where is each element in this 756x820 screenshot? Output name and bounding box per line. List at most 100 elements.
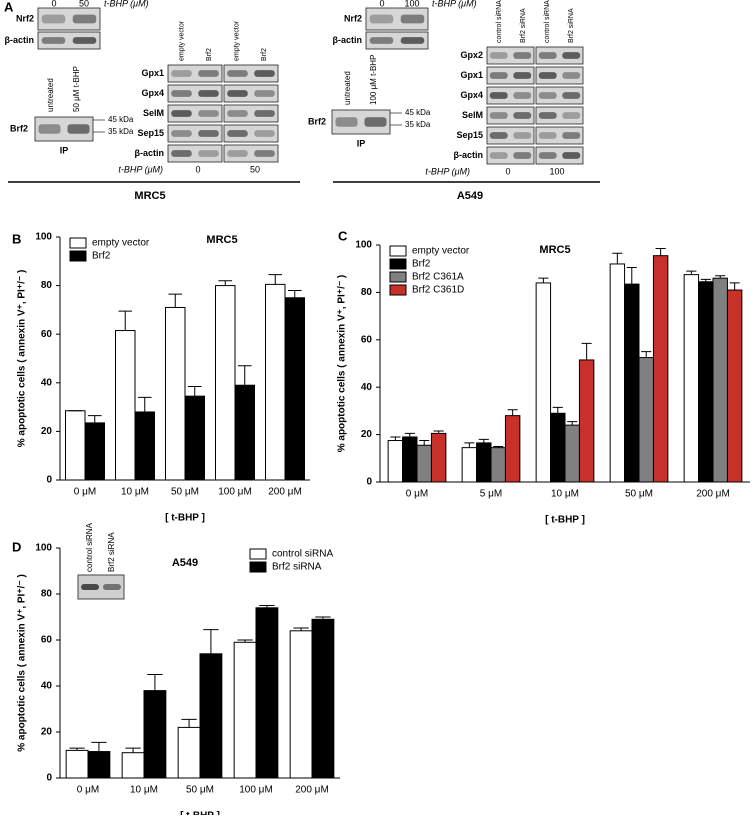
error-bar: [87, 415, 102, 423]
blot-band: [538, 132, 557, 139]
lane-label: Brf2 siRNA: [568, 8, 575, 43]
blot-band: [513, 92, 532, 99]
blot-strip: [167, 144, 223, 163]
legend-swatch: [249, 548, 267, 560]
conc-label: 0: [505, 166, 510, 176]
blot-strip: [223, 84, 279, 103]
bar: [255, 607, 279, 779]
blot-strip: [167, 64, 223, 83]
y-tick-label: 40: [41, 377, 53, 388]
blot-strip: [223, 124, 279, 143]
y-tick-label: 80: [41, 280, 53, 291]
bar: [165, 306, 186, 481]
x-tick-label: 0 μM: [77, 785, 99, 796]
blot-band: [227, 70, 248, 77]
y-tick-label: 20: [361, 429, 373, 440]
marker-label: 35 kDa: [405, 120, 431, 129]
blot-strip: [535, 86, 584, 105]
chart-title: A549: [172, 557, 198, 569]
blot-band: [198, 70, 219, 77]
unit-label: t-BHP (μM): [425, 166, 470, 176]
blot-band: [513, 52, 532, 59]
blot-band: [198, 150, 219, 157]
blot-row-label: β-actin: [5, 35, 35, 45]
bar: [564, 424, 580, 483]
blot-band: [538, 112, 557, 119]
error-bar: [237, 639, 253, 643]
y-tick-label: 60: [41, 635, 53, 646]
error-bar: [641, 351, 652, 358]
conc-label: 0: [195, 164, 200, 174]
bar: [289, 630, 313, 779]
blot-band: [254, 130, 275, 137]
bar: [65, 749, 89, 779]
error-bar: [125, 747, 141, 753]
error-bar: [168, 293, 183, 308]
x-tick-label: 10 μM: [121, 487, 149, 498]
x-tick-label: 50 μM: [625, 489, 653, 500]
error-bar: [507, 409, 518, 416]
x-axis-label: [ t-BHP ]: [165, 513, 205, 524]
blot-band: [227, 150, 248, 157]
y-tick-label: 40: [361, 382, 373, 393]
blot-band: [538, 92, 557, 99]
blot-strip: [167, 124, 223, 143]
cell-line: MRC5: [134, 190, 165, 202]
blot-band: [369, 37, 394, 44]
error-bar: [287, 289, 302, 298]
blot-band: [400, 37, 425, 44]
legend-label: Brf2: [92, 251, 111, 262]
y-tick-label: 80: [41, 589, 53, 600]
error-bar: [419, 440, 430, 446]
conc-label: 100: [549, 166, 564, 176]
blot-band: [513, 152, 532, 159]
y-tick-label: 100: [35, 232, 52, 243]
legend-label: control siRNA: [272, 549, 333, 560]
y-axis-label: % apoptotic cells ( annexin V⁺, PI⁺/⁻ ): [17, 270, 28, 448]
blot-row-label: Gpx4: [141, 88, 164, 98]
blot-strip: [535, 126, 584, 145]
blot-band: [369, 14, 394, 24]
blot-band: [67, 124, 90, 134]
blot-band: [489, 92, 508, 99]
bar: [683, 274, 700, 483]
conc-label: 50: [79, 0, 89, 8]
blot-band: [335, 117, 358, 127]
blot-strip: [486, 146, 535, 165]
bar: [65, 410, 86, 481]
blot-band: [171, 150, 192, 157]
lane-label: empty vector: [234, 20, 241, 61]
unit-label: t-BHP (μM): [432, 0, 477, 8]
x-tick-label: 0 μM: [74, 487, 96, 498]
y-tick-label: 80: [361, 287, 373, 298]
blot-row-label: β-actin: [333, 35, 363, 45]
conc-label: 0: [379, 0, 384, 8]
legend-swatch: [389, 245, 407, 257]
blot-row-label: Sep15: [137, 128, 164, 138]
blot-band: [562, 152, 581, 159]
bar: [215, 285, 236, 481]
blot-row-label: Brf2: [308, 116, 326, 126]
bar: [550, 412, 566, 483]
blot-band: [227, 130, 248, 137]
bar: [402, 436, 418, 483]
legend-swatch: [249, 561, 267, 573]
error-bar: [581, 342, 592, 360]
error-bar: [686, 270, 697, 275]
lane-label: control siRNA: [496, 0, 503, 43]
blot-band: [227, 90, 248, 97]
blot-row-label: β-actin: [454, 150, 484, 160]
error-bar: [478, 438, 489, 443]
blot-band: [538, 72, 557, 79]
bar: [121, 752, 145, 779]
lane-label: Brf2: [206, 48, 213, 61]
legend-label: empty vector: [412, 246, 470, 257]
blot-band: [103, 584, 121, 590]
x-tick-label: 10 μM: [551, 489, 579, 500]
bar: [416, 444, 432, 483]
error-bar: [626, 267, 637, 285]
bar: [430, 432, 447, 483]
legend-swatch: [389, 284, 407, 296]
error-bar: [433, 430, 444, 434]
